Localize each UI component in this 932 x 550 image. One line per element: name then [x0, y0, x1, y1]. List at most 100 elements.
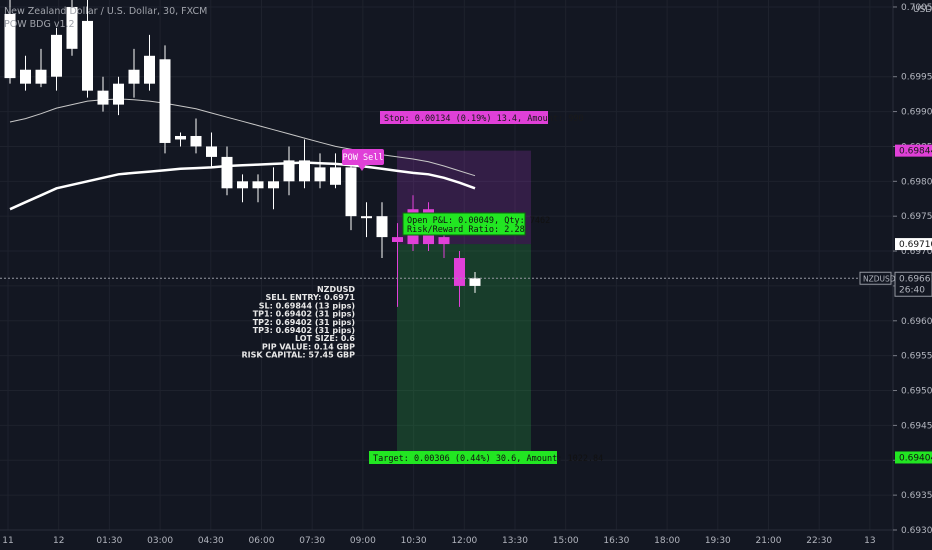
candle-body: [345, 167, 357, 217]
current-price: 0.69661: [899, 274, 932, 284]
candle-body: [392, 237, 403, 242]
time-tick-label: 10:30: [401, 536, 427, 546]
stop-price-badge-bg: [895, 144, 932, 157]
candle-body: [128, 69, 140, 84]
current-symbol: NZDUSD: [863, 274, 896, 283]
signal-badge[interactable]: [342, 149, 384, 165]
candle-body: [237, 181, 248, 189]
candle-body: [283, 160, 295, 182]
target-price-badge: 0.69404: [899, 453, 932, 463]
time-tick-label: 12: [53, 536, 64, 546]
moving-averages: [9, 98, 476, 211]
candle-body: [97, 90, 109, 105]
info-line: PIP VALUE: 0.14 GBP: [262, 342, 355, 351]
candle-body: [314, 167, 326, 182]
info-line: TP2: 0.69402 (31 pips): [253, 318, 355, 327]
candle-body: [376, 216, 388, 238]
entry-price-badge-bg: [895, 238, 932, 251]
time-tick-label: 11: [2, 536, 13, 546]
time-tick-label: 03:00: [147, 536, 173, 546]
time-tick-label: 16:30: [603, 536, 629, 546]
candle-body: [252, 181, 264, 189]
time-tick-label: 15:00: [553, 536, 579, 546]
info-line: SELL ENTRY: 0.6971: [266, 293, 356, 302]
symbol-title: New Zealand Dollar / U.S. Dollar, 30, FX…: [4, 6, 207, 17]
candle-body: [82, 20, 93, 91]
candle-body: [51, 34, 62, 77]
time-axis: 11 12 01:30 03:00 04:30 06:00 07:30 09:00 10:30 1…: [2, 536, 875, 546]
candle-body: [221, 156, 233, 189]
time-tick-label: 07:30: [299, 536, 325, 546]
time-tick-label: 22:30: [806, 536, 832, 546]
info-line: LOT SIZE: 0.6: [295, 334, 355, 343]
time-tick-label: 21:00: [756, 536, 782, 546]
info-line: TP3: 0.69402 (31 pips): [253, 326, 355, 335]
info-line: TP1: 0.69402 (31 pips): [253, 310, 355, 319]
candle-body: [159, 59, 171, 143]
candle-body: [469, 278, 481, 286]
currency-label: USD: [913, 5, 932, 15]
info-line: RISK CAPITAL: 57.45 GBP: [241, 351, 355, 360]
target-label: Target: 0.00306 (0.44%) 30.6, Amount: 10…: [373, 454, 603, 464]
time-tick-label: 13: [864, 536, 875, 546]
indicator-title: POW BDG v1.2: [4, 19, 75, 30]
time-tick-label: 01:30: [96, 536, 122, 546]
price-axis: 0.700500.699500.699000.698500.698000.697…: [859, 3, 932, 536]
candle-body: [190, 135, 202, 147]
target-price-badge-bg: [895, 451, 932, 464]
target-label-bg: [369, 451, 557, 464]
candle-body: [144, 55, 155, 84]
ma-fast-line: [9, 161, 476, 211]
candle-body: [20, 69, 31, 84]
time-tick-label: 12:00: [451, 536, 477, 546]
candle-body: [438, 237, 450, 245]
pnl-box-bg: [402, 212, 526, 236]
candle-body: [299, 160, 310, 182]
risk-reward-box: [397, 150, 531, 458]
candle-body: [113, 83, 124, 105]
candle-body: [454, 258, 465, 286]
time-tick-label: 06:00: [249, 536, 275, 546]
candle-body: [35, 69, 47, 84]
stop-label-bg: [380, 111, 548, 124]
time-tick-label: 18:00: [654, 536, 680, 546]
time-tick-label: 19:30: [705, 536, 731, 546]
candle-body: [361, 216, 372, 219]
info-line: SL: 0.69844 (13 pips): [259, 301, 355, 310]
ratio-label: Risk/Reward Ratio: 2.28: [407, 225, 525, 235]
pnl-label: Open P&L: 0.00049, Qty: 7462: [407, 216, 550, 226]
time-tick-label: 04:30: [198, 536, 224, 546]
price-tick-label: 0.69300: [901, 526, 932, 536]
candle-body: [66, 6, 78, 49]
stop-label: Stop: 0.00134 (0.19%) 13.4, Amount: 990: [384, 114, 584, 124]
signal-label: POW Sell: [343, 153, 384, 163]
candle-body: [175, 135, 186, 140]
symbol-badge: [859, 271, 892, 285]
info-line: NZDUSD: [317, 285, 355, 294]
ma-slow-line: [9, 98, 476, 177]
stop-price-badge: 0.69844: [899, 147, 932, 157]
current-price-badge: [894, 271, 932, 297]
time-tick-label: 09:00: [350, 536, 376, 546]
candle-body: [4, 13, 16, 79]
time-tick-label: 13:30: [502, 536, 528, 546]
overlay-layer: POW Sell Stop: 0.00134 (0.19%) 13.4, Amou…: [0, 111, 893, 464]
countdown: 26:40: [899, 285, 925, 295]
signal-pointer: [358, 165, 366, 171]
candle-body: [206, 146, 217, 157]
candle-body: [268, 181, 279, 189]
